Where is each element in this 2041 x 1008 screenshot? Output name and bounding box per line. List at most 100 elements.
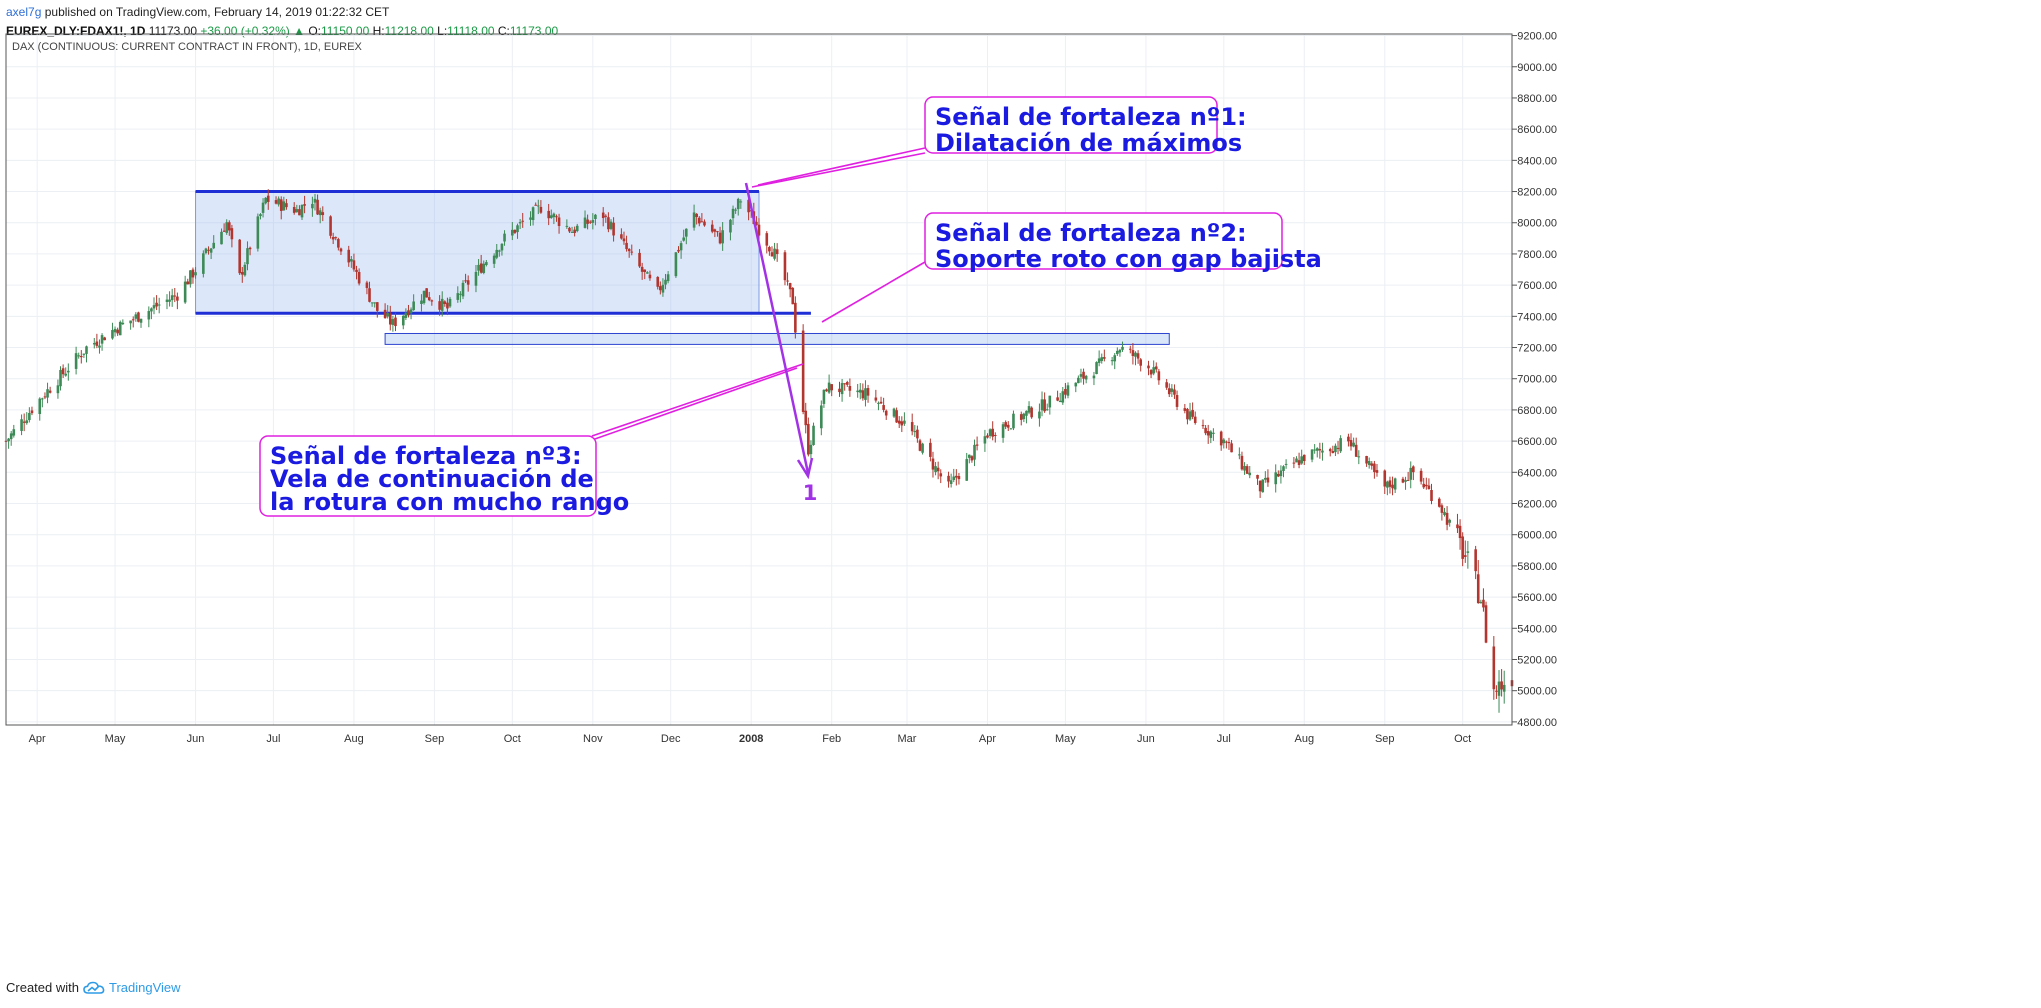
candle-body [1425,484,1428,487]
candle-body [1261,479,1265,493]
candle [368,281,371,303]
candlestick-chart[interactable]: Señal de fortaleza nº1:Dilatación de máx… [0,0,2041,975]
author-link[interactable]: axel7g [6,5,42,19]
footer: Created with TradingView [6,980,181,995]
candle-body [897,420,901,424]
candle [591,213,595,230]
candle [1136,350,1140,364]
candle-body [191,269,195,278]
candle [1001,422,1005,443]
candle [1347,433,1350,447]
candle-body [1427,485,1431,489]
annotation-s1-box [924,96,1218,154]
candle-body [165,299,169,303]
candle-body [1357,456,1361,458]
candle-body [448,298,452,307]
candle [80,350,83,364]
candle-body [329,216,332,236]
candle-body [1264,477,1267,480]
candle-body [988,429,992,436]
y-tick-label: 8400.00 [1517,155,1557,167]
candle-body [952,476,956,481]
candle-body [1001,424,1005,438]
candle-body [176,296,179,301]
candle [718,226,722,245]
candle [443,300,447,307]
candle-body [274,200,278,204]
candle [1458,519,1462,550]
candle [1012,410,1015,431]
candle [557,213,561,234]
candle [1456,513,1459,534]
candle-body [1038,411,1041,419]
candle-body [757,224,761,236]
candle [975,436,979,451]
candle-body [56,385,60,394]
candle-body [1103,357,1106,359]
candle-body [594,214,597,220]
candle [1157,368,1161,385]
candle [1497,670,1501,713]
candle [710,220,714,234]
candle [420,294,423,312]
candle [311,196,314,217]
candle-body [970,456,974,461]
candle-body [627,248,631,252]
candle [1201,419,1205,429]
candle [1048,395,1052,415]
candle [692,204,696,231]
candle [1375,463,1379,477]
candle [1448,518,1451,527]
candle-body [1310,449,1314,460]
candle-body [1331,450,1335,454]
y-tick-label: 6200.00 [1517,499,1557,511]
candle-body [365,282,369,288]
candle [204,247,208,255]
candle-body [131,319,135,321]
candle [1321,442,1324,461]
tradingview-brand[interactable]: TradingView [108,980,181,995]
candle-body [583,217,587,228]
candle-body [1274,472,1278,485]
candle-body [261,202,265,213]
candle-body [620,234,623,239]
candle-body [788,283,792,290]
candle [1313,444,1316,454]
candle [843,383,846,391]
x-tick-label: Sep [425,733,445,745]
candle [202,250,205,278]
candle-body [1370,463,1374,466]
candle [1134,351,1137,366]
candle-body [121,322,125,325]
candle-body [1367,461,1371,465]
candle [684,228,688,245]
candle [988,428,992,439]
candle [697,216,701,227]
candle-body [1061,391,1065,403]
x-tick-label: Apr [979,733,996,745]
candle-body [352,260,356,270]
candle [570,226,574,233]
candle-body [1401,478,1405,483]
candle [874,389,878,403]
y-tick-label: 9000.00 [1517,62,1557,74]
candle [357,268,361,286]
candle-body [1040,399,1044,411]
y-tick-label: 6400.00 [1517,467,1557,479]
candle-body [370,302,374,304]
candle [674,252,678,278]
candle [313,193,317,211]
candle-body [703,221,706,226]
candle-body [240,272,244,275]
candle [809,440,813,459]
candle-body [1139,359,1142,366]
candle [503,230,506,246]
candle-body [861,390,865,399]
candle-body [903,420,906,424]
candle [1264,471,1267,483]
candle [586,214,589,230]
candle-body [820,405,823,429]
candle-body [409,309,413,314]
candle-body [591,220,595,223]
plot-frame [5,33,1513,726]
